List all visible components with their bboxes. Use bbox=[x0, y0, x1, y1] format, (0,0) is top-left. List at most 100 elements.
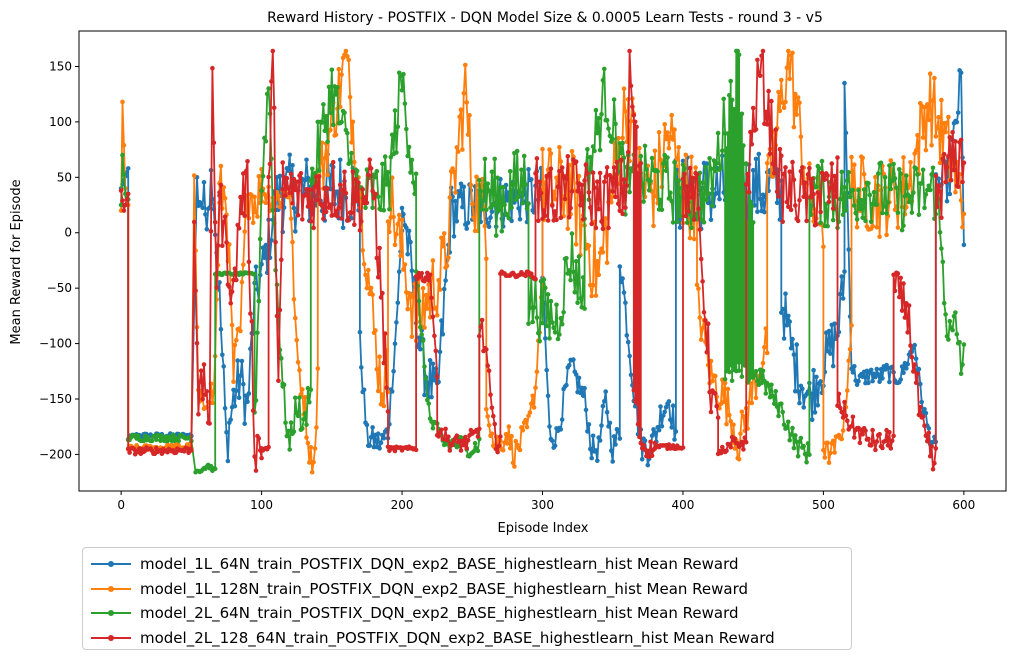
data-point bbox=[649, 155, 655, 161]
data-point bbox=[297, 395, 302, 400]
data-point bbox=[392, 341, 398, 347]
data-point bbox=[541, 208, 547, 213]
data-point bbox=[829, 161, 835, 166]
data-point bbox=[496, 443, 502, 449]
data-point bbox=[221, 219, 226, 225]
data-point bbox=[248, 311, 253, 316]
data-point bbox=[804, 218, 809, 224]
data-point bbox=[356, 180, 361, 185]
data-point bbox=[704, 161, 710, 166]
data-point bbox=[673, 429, 679, 434]
data-point bbox=[739, 409, 745, 415]
data-point bbox=[627, 48, 632, 54]
data-point bbox=[592, 185, 597, 190]
data-point bbox=[419, 332, 425, 337]
data-point bbox=[606, 424, 611, 429]
data-point bbox=[741, 143, 746, 148]
data-point bbox=[543, 285, 548, 291]
data-point bbox=[816, 193, 822, 199]
data-point bbox=[307, 399, 312, 405]
data-point bbox=[339, 72, 344, 77]
data-point bbox=[669, 112, 674, 118]
data-point bbox=[441, 286, 447, 292]
data-point bbox=[791, 177, 797, 182]
data-point bbox=[536, 218, 541, 224]
data-point bbox=[364, 200, 370, 206]
legend-item: model_1L_128N_train_POSTFIX_DQN_exp2_BAS… bbox=[83, 577, 851, 602]
data-point bbox=[377, 354, 382, 360]
data-point bbox=[478, 324, 484, 330]
data-point bbox=[822, 177, 828, 182]
data-point bbox=[832, 173, 837, 179]
data-point bbox=[814, 184, 819, 190]
data-point bbox=[238, 373, 243, 379]
data-point bbox=[524, 424, 530, 430]
data-point bbox=[460, 147, 465, 152]
data-point bbox=[578, 390, 583, 396]
data-point bbox=[958, 198, 964, 203]
data-point bbox=[625, 149, 631, 155]
data-point bbox=[797, 100, 802, 105]
data-point bbox=[774, 200, 780, 206]
data-point bbox=[576, 173, 582, 179]
data-point bbox=[514, 148, 520, 154]
data-point bbox=[665, 130, 670, 135]
data-point bbox=[704, 349, 710, 355]
data-point bbox=[750, 167, 756, 173]
data-point bbox=[461, 91, 467, 96]
data-point bbox=[846, 247, 851, 252]
data-point bbox=[256, 436, 262, 441]
data-point bbox=[378, 440, 384, 446]
data-point bbox=[472, 440, 478, 446]
data-point bbox=[905, 361, 910, 367]
data-point bbox=[582, 306, 587, 311]
data-point bbox=[359, 219, 364, 224]
data-point bbox=[322, 128, 328, 134]
data-point bbox=[437, 287, 443, 292]
data-point bbox=[846, 170, 851, 175]
data-point bbox=[182, 449, 187, 454]
data-point bbox=[293, 187, 298, 193]
data-point bbox=[698, 256, 704, 262]
data-point bbox=[325, 139, 330, 144]
data-point bbox=[304, 422, 309, 428]
legend-swatch bbox=[91, 631, 131, 645]
data-point bbox=[236, 395, 242, 401]
data-point bbox=[534, 315, 540, 320]
data-point bbox=[422, 392, 427, 398]
data-point bbox=[599, 423, 604, 428]
data-point bbox=[286, 428, 291, 434]
data-point bbox=[537, 338, 542, 344]
data-point bbox=[432, 333, 437, 339]
data-point bbox=[246, 391, 252, 396]
data-point bbox=[713, 168, 718, 174]
data-point bbox=[922, 105, 927, 110]
data-point bbox=[600, 403, 606, 409]
data-point bbox=[911, 190, 916, 196]
data-point bbox=[877, 234, 882, 239]
data-point bbox=[534, 156, 540, 161]
data-point bbox=[707, 156, 712, 161]
data-point bbox=[590, 433, 596, 439]
data-point bbox=[426, 278, 432, 283]
data-point bbox=[603, 174, 608, 180]
data-point bbox=[489, 405, 495, 411]
data-point bbox=[828, 450, 833, 456]
data-point bbox=[266, 86, 271, 91]
data-point bbox=[543, 213, 548, 218]
data-point bbox=[728, 78, 733, 84]
data-point bbox=[804, 460, 809, 465]
data-point bbox=[814, 374, 819, 380]
data-point bbox=[613, 194, 618, 200]
data-point bbox=[689, 195, 694, 200]
data-point bbox=[772, 170, 777, 176]
data-point bbox=[463, 434, 468, 440]
data-point bbox=[395, 300, 401, 306]
data-point bbox=[208, 228, 214, 234]
data-point bbox=[839, 274, 844, 279]
data-point bbox=[604, 117, 610, 123]
data-point bbox=[946, 337, 951, 342]
data-point bbox=[895, 271, 901, 276]
data-point bbox=[536, 330, 541, 336]
data-point bbox=[215, 243, 221, 248]
